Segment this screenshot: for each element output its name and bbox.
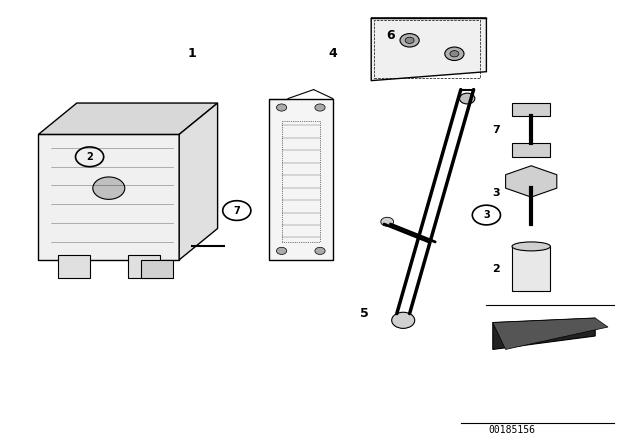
Circle shape	[315, 247, 325, 254]
Circle shape	[405, 37, 414, 43]
Polygon shape	[179, 103, 218, 260]
Circle shape	[276, 104, 287, 111]
Text: 7: 7	[234, 206, 240, 215]
FancyBboxPatch shape	[512, 246, 550, 291]
Text: 00185156: 00185156	[488, 425, 536, 435]
Circle shape	[450, 51, 459, 57]
Text: 2: 2	[86, 152, 93, 162]
Text: 4: 4	[328, 47, 337, 60]
Text: 2: 2	[492, 264, 500, 274]
Ellipse shape	[512, 242, 550, 251]
Circle shape	[381, 217, 394, 226]
Polygon shape	[512, 143, 550, 157]
Text: 3: 3	[483, 210, 490, 220]
Polygon shape	[493, 318, 608, 349]
Text: 5: 5	[360, 307, 369, 320]
FancyBboxPatch shape	[58, 255, 90, 278]
Circle shape	[315, 104, 325, 111]
Circle shape	[400, 34, 419, 47]
Polygon shape	[269, 99, 333, 260]
Polygon shape	[38, 134, 179, 260]
Circle shape	[392, 312, 415, 328]
Circle shape	[460, 93, 475, 104]
Polygon shape	[506, 166, 557, 197]
Circle shape	[93, 177, 125, 199]
Polygon shape	[371, 18, 486, 81]
Text: 3: 3	[492, 188, 500, 198]
Polygon shape	[38, 103, 218, 134]
Text: 1: 1	[188, 47, 196, 60]
Polygon shape	[141, 260, 173, 278]
Text: 7: 7	[492, 125, 500, 135]
Circle shape	[445, 47, 464, 60]
Polygon shape	[512, 103, 550, 116]
Circle shape	[276, 247, 287, 254]
Polygon shape	[493, 318, 595, 349]
FancyBboxPatch shape	[128, 255, 160, 278]
Text: 6: 6	[386, 29, 395, 43]
